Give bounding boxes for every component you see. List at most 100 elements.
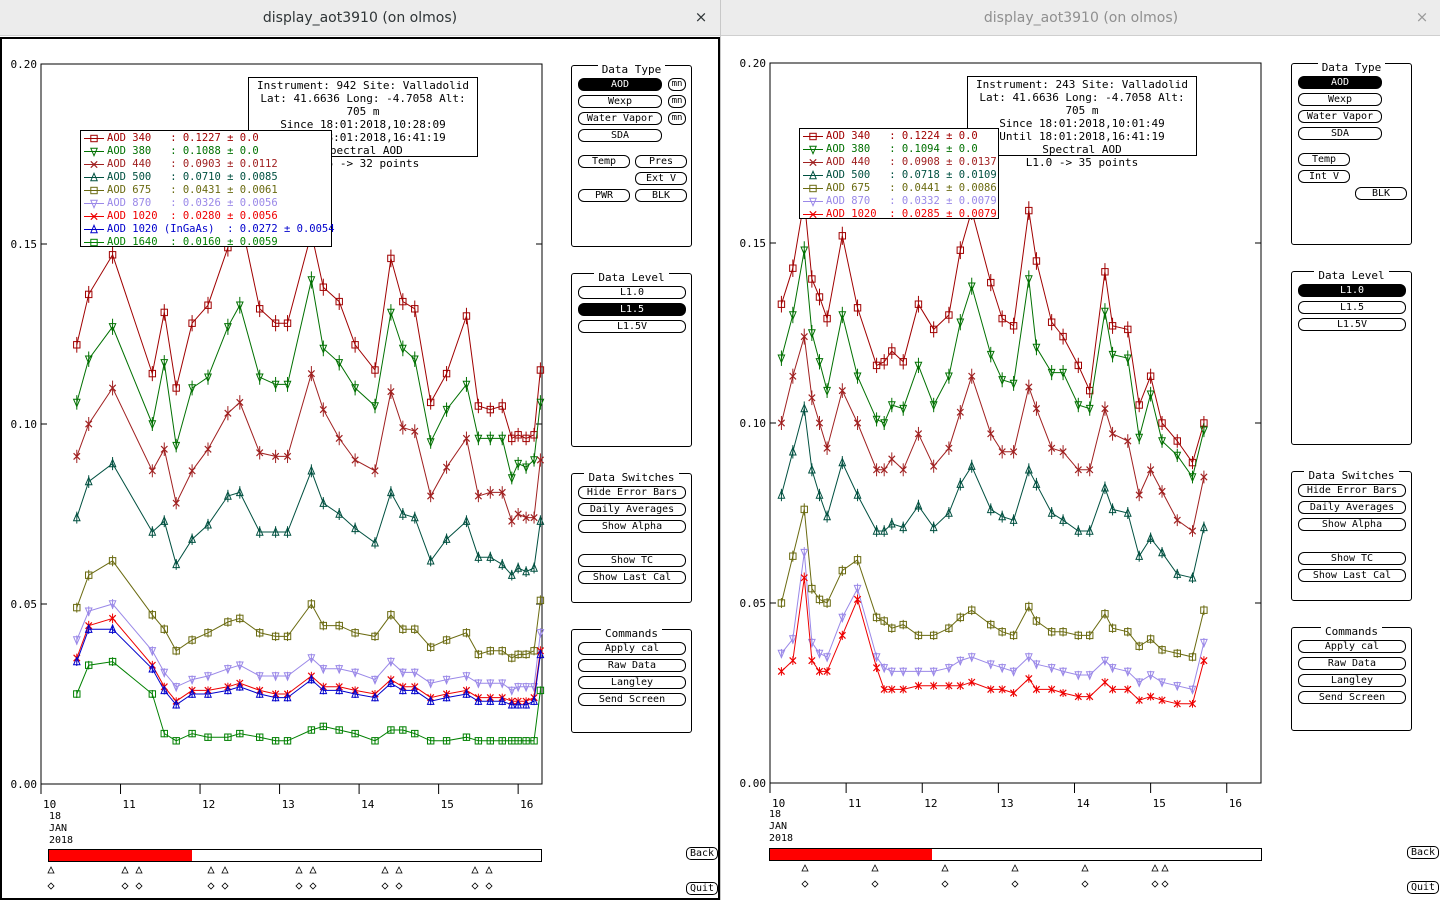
data-point (172, 499, 180, 507)
sda-button[interactable]: SDA (578, 129, 662, 142)
level-l15v-button[interactable]: L1.5V (1298, 318, 1406, 331)
x-tick-label: 11 (848, 797, 861, 810)
data-point (968, 372, 976, 380)
water-vapor-button[interactable]: Water Vapor (578, 112, 662, 125)
data-point (998, 376, 1007, 386)
quit-button[interactable]: Quit (1407, 881, 1440, 894)
ext-v-button[interactable]: Ext V (635, 172, 687, 185)
aod-button[interactable]: AOD (578, 78, 662, 91)
level-l10-button[interactable]: L1.0 (578, 286, 686, 299)
series-aod-675 (777, 503, 1208, 662)
x-tick-label: 14 (361, 798, 375, 811)
show-alpha-button[interactable]: Show Alpha (1298, 518, 1406, 531)
data-point (235, 681, 244, 691)
mean-toggle-wexp[interactable]: mn (668, 95, 686, 108)
legend-entry: AOD 340 : 0.1227 ± 0.0 (84, 132, 331, 145)
data-point (880, 419, 889, 429)
info-line: Lat: 41.6636 Long: -4.7058 Alt: 705 m (979, 91, 1185, 117)
back-button[interactable]: Back (686, 847, 719, 860)
data-point (351, 522, 360, 533)
data-point (522, 699, 531, 709)
data-point (808, 275, 816, 283)
pres-button[interactable]: Pres (635, 155, 687, 168)
hide-error-bars-button[interactable]: Hide Error Bars (578, 486, 686, 499)
legend-label: AOD 380 : 0.1094 ± 0.0 (826, 143, 978, 155)
data-point (853, 556, 862, 564)
timeline-tick (381, 882, 389, 890)
apply-cal-button[interactable]: Apply cal (1298, 640, 1406, 653)
daily-averages-button[interactable]: Daily Averages (578, 503, 686, 516)
level-l15-button[interactable]: L1.5 (578, 303, 686, 316)
langley-button[interactable]: Langley (1298, 674, 1406, 687)
timeline-bar[interactable] (769, 848, 1262, 861)
data-point (188, 384, 197, 394)
show-last-cal-button[interactable]: Show Last Cal (1298, 569, 1406, 582)
data-point (1108, 430, 1117, 438)
data-point (986, 350, 995, 361)
blk-button[interactable]: BLK (1355, 187, 1407, 200)
data-point (789, 552, 797, 560)
timeline-tick (121, 866, 129, 874)
blk-button[interactable]: BLK (635, 189, 687, 202)
legend-entry: AOD 1020 (InGaAs) : 0.0272 ± 0.0054 (84, 223, 335, 236)
close-icon[interactable]: × (694, 8, 708, 26)
apply-cal-button[interactable]: Apply cal (578, 642, 686, 655)
raw-data-button[interactable]: Raw Data (1298, 657, 1406, 670)
data-point (271, 692, 280, 702)
data-point (307, 674, 316, 684)
info-line: Spectral AOD (1042, 143, 1122, 156)
data-point (987, 430, 995, 438)
data-point (474, 492, 483, 500)
show-alpha-button[interactable]: Show Alpha (578, 520, 686, 533)
wexp-button[interactable]: Wexp (578, 95, 662, 108)
mean-toggle-water-vapor[interactable]: mn (668, 112, 686, 125)
data-point (530, 562, 539, 572)
back-button[interactable]: Back (1407, 846, 1440, 859)
data-point (514, 459, 523, 470)
timeline-progress (49, 850, 192, 861)
data-point (1124, 325, 1132, 334)
timeline-tick (221, 866, 229, 874)
legend-entry: AOD 675 : 0.0431 ± 0.0061 (84, 184, 331, 197)
close-icon[interactable]: × (1415, 8, 1429, 26)
send-screen-button[interactable]: Send Screen (1298, 691, 1406, 704)
data-point (204, 519, 212, 529)
raw-data-button[interactable]: Raw Data (578, 659, 686, 672)
data-point (486, 647, 495, 655)
level-l10-button[interactable]: L1.0 (1298, 284, 1406, 297)
data-point (1101, 404, 1109, 413)
int-v-button[interactable]: Int V (1298, 170, 1350, 183)
temp-button[interactable]: Temp (578, 155, 630, 168)
wexp-button[interactable]: Wexp (1298, 93, 1382, 106)
pwr-button[interactable]: PWR (578, 189, 630, 202)
hide-error-bars-button[interactable]: Hide Error Bars (1298, 484, 1406, 497)
send-screen-button[interactable]: Send Screen (578, 693, 686, 706)
level-l15-button[interactable]: L1.5 (1298, 301, 1406, 314)
mean-toggle-aod[interactable]: mn (668, 78, 686, 91)
daily-averages-button[interactable]: Daily Averages (1298, 501, 1406, 514)
show-tc-button[interactable]: Show TC (578, 554, 686, 567)
series-line (781, 577, 1205, 705)
show-tc-button[interactable]: Show TC (1298, 552, 1406, 565)
sda-button[interactable]: SDA (1298, 127, 1382, 140)
window-content: 0.20 0.15 0.10 0.05 0.00 10 11 12 13 14 15 16 Instr… (0, 37, 720, 900)
temp-button[interactable]: Temp (1298, 153, 1350, 166)
aod-button[interactable]: AOD (1298, 76, 1382, 89)
data-point (1047, 318, 1056, 326)
level-l15v-button[interactable]: L1.5V (578, 320, 686, 333)
langley-button[interactable]: Langley (578, 676, 686, 689)
data-point (462, 629, 471, 637)
data-point (777, 489, 786, 499)
data-point (1188, 653, 1197, 661)
data-point (880, 358, 888, 366)
legend-marker (84, 212, 104, 221)
show-last-cal-button[interactable]: Show Last Cal (578, 571, 686, 584)
data-point (172, 647, 180, 655)
water-vapor-button[interactable]: Water Vapor (1298, 110, 1382, 123)
data-point (815, 649, 824, 659)
timeline-bar[interactable] (48, 849, 542, 862)
quit-button[interactable]: Quit (686, 882, 719, 895)
data-point (530, 737, 538, 745)
data-point (1158, 678, 1166, 688)
data-point (442, 369, 451, 378)
